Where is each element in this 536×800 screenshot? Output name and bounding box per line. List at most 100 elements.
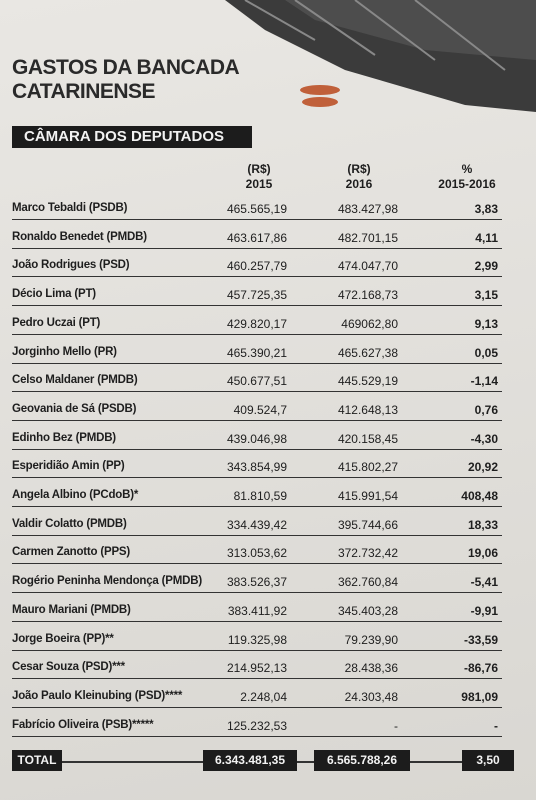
total-cell: TOTAL: [12, 750, 62, 771]
cell-value: 445.529,19: [337, 374, 398, 389]
cell-value: 0,76: [474, 402, 498, 417]
member-name: Celso Maldaner (PMDB): [12, 374, 138, 387]
row-rule: [12, 649, 502, 651]
row-rule: [12, 333, 502, 335]
cell-value: 2,99: [474, 259, 498, 274]
cell-value: 0,05: [474, 345, 498, 360]
section-label: CÂMARA DOS DEPUTADOS: [12, 126, 252, 148]
member-name: Pedro Uczai (PT): [12, 316, 101, 329]
cell-value: -33,59: [463, 632, 498, 647]
illustration: [225, 0, 536, 112]
column-header: 2015: [245, 177, 273, 191]
row-rule: [12, 620, 502, 622]
row-rule: [12, 247, 502, 249]
cell-value: 457.725,35: [226, 288, 287, 303]
cell-value: 474.047,70: [337, 259, 398, 274]
cell-value: 429.820,17: [226, 316, 287, 331]
row-rule: [12, 506, 502, 507]
title-line: CATARINENSE: [12, 80, 156, 103]
cell-value: 439.046,98: [226, 431, 287, 446]
cell-value: 465.565,19: [226, 202, 287, 216]
row-rule: [12, 477, 502, 479]
cell-value: 125.232,53: [226, 718, 287, 733]
cell-value: 345.403,28: [337, 603, 398, 618]
cell-value: 119.325,98: [227, 632, 287, 647]
cell-value: 79.239,90: [344, 632, 398, 647]
total-cell: 6.343.481,35: [203, 750, 297, 771]
member-name: Marco Tebaldi (PSDB): [12, 202, 128, 214]
cell-value: 415.802,27: [337, 460, 398, 475]
row-rule: [12, 276, 502, 278]
member-name: Décio Lima (PT): [12, 288, 96, 301]
cell-value: 19,06: [467, 546, 498, 561]
member-name: Jorge Boeira (PP)**: [12, 632, 114, 645]
cell-value: -4,30: [470, 431, 498, 446]
row-rule: [12, 362, 502, 364]
member-name: Mauro Mariani (PMDB): [12, 603, 131, 616]
cell-value: 483.427,98: [337, 202, 398, 216]
cell-value: 482.701,15: [337, 230, 398, 245]
member-name: Carmen Zanotto (PPS): [12, 546, 131, 559]
cell-value: 81.810,59: [233, 489, 287, 503]
cell-value: -86,76: [463, 661, 498, 676]
cell-value: 395.744,66: [337, 517, 398, 532]
member-name: Fabrício Oliveira (PSB)*****: [12, 718, 154, 731]
cell-value: 412.648,13: [337, 402, 398, 417]
row-rule: [12, 563, 502, 565]
row-rule: [12, 592, 502, 594]
member-name: Rogério Peninha Mendonça (PMDB): [12, 575, 202, 588]
cell-value: -5,41: [470, 575, 498, 590]
total-cell: 6.565.788,26: [314, 750, 410, 771]
member-name: Cesar Souza (PSD)***: [12, 661, 125, 674]
row-rule: [12, 678, 502, 680]
row-rule: [12, 448, 502, 450]
cell-value: 334.439,42: [226, 517, 287, 532]
row-rule: [12, 534, 502, 536]
cell-value: 420.158,45: [337, 431, 398, 446]
cell-value: 362.760,84: [337, 575, 398, 590]
column-header: 2015-2016: [438, 177, 496, 191]
cell-value: -: [394, 718, 398, 733]
cell-value: 409.524,7: [233, 402, 287, 417]
cell-value: 472.168,73: [337, 288, 398, 303]
cell-value: 383.526,37: [226, 575, 287, 590]
row-rule: [12, 419, 502, 421]
cell-value: 3,15: [474, 288, 498, 303]
member-name: João Rodrigues (PSD): [12, 259, 130, 272]
cell-value: 383.411,92: [227, 603, 287, 618]
cell-value: -1,14: [470, 374, 498, 389]
cell-value: 313.053,62: [226, 546, 287, 561]
member-name: Jorginho Mello (PR): [12, 345, 117, 358]
cell-value: 415.991,54: [337, 489, 398, 503]
cell-value: 372.732,42: [337, 546, 398, 561]
member-name: Ronaldo Benedet (PMDB): [12, 230, 147, 243]
cell-value: 450.677,51: [226, 374, 287, 389]
cell-value: -9,91: [470, 603, 498, 618]
member-name: Angela Albino (PCdoB)*: [12, 489, 139, 501]
cell-value: 408,48: [461, 489, 498, 503]
cell-value: 4,11: [475, 230, 498, 245]
cell-value: 465.627,38: [337, 345, 398, 360]
row-rule: [12, 305, 502, 307]
member-name: Geovania de Sá (PSDB): [12, 402, 137, 415]
cell-value: 3,83: [474, 202, 498, 216]
column-header: (R$): [347, 162, 371, 176]
cell-value: 981,09: [461, 689, 498, 704]
cell-value: 460.257,79: [226, 259, 287, 274]
cell-value: 18,33: [467, 517, 498, 532]
column-header: %: [461, 162, 473, 176]
cell-value: 469062,80: [341, 316, 398, 331]
member-name: Valdir Colatto (PMDB): [12, 517, 127, 530]
cell-value: 465.390,21: [226, 345, 287, 360]
cell-value: 24.303,48: [344, 689, 398, 704]
title-line: GASTOS DA BANCADA: [12, 56, 240, 79]
cell-value: 214.952,13: [226, 661, 287, 676]
member-name: João Paulo Kleinubing (PSD)****: [12, 689, 183, 702]
cell-value: 28.438,36: [344, 661, 398, 676]
cell-value: 9,13: [474, 316, 498, 331]
member-name: Esperidião Amin (PP): [12, 460, 125, 473]
row-rule: [12, 391, 502, 393]
cell-value: 20,92: [467, 460, 498, 475]
cell-value: 463.617,86: [226, 230, 287, 245]
